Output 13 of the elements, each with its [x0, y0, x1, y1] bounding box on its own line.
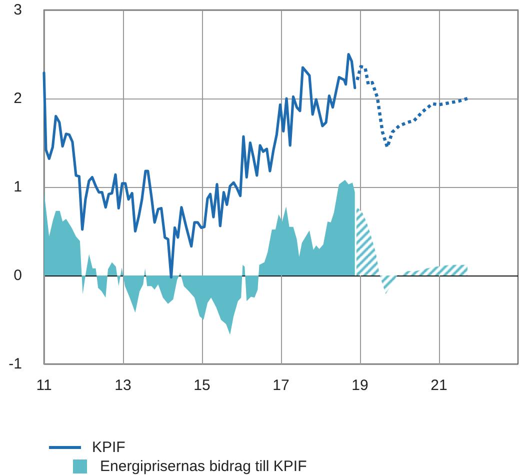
x-tick-label: 17 — [272, 377, 290, 394]
legend-label: KPIF — [92, 439, 126, 456]
x-tick-label: 13 — [114, 377, 132, 394]
x-tick-label: 19 — [352, 377, 368, 394]
x-tick-label: 11 — [36, 377, 52, 394]
y-tick-label: 2 — [14, 90, 22, 107]
y-tick-label: 1 — [14, 178, 22, 196]
x-tick-label: 21 — [430, 377, 448, 394]
legend-label: Energiprisernas bidrag till KPIF — [100, 458, 307, 475]
y-tick-label: 3 — [14, 2, 22, 18]
x-tick-label: 15 — [194, 377, 210, 394]
y-tick-label: -1 — [8, 356, 22, 372]
y-tick-label: 0 — [14, 267, 22, 284]
